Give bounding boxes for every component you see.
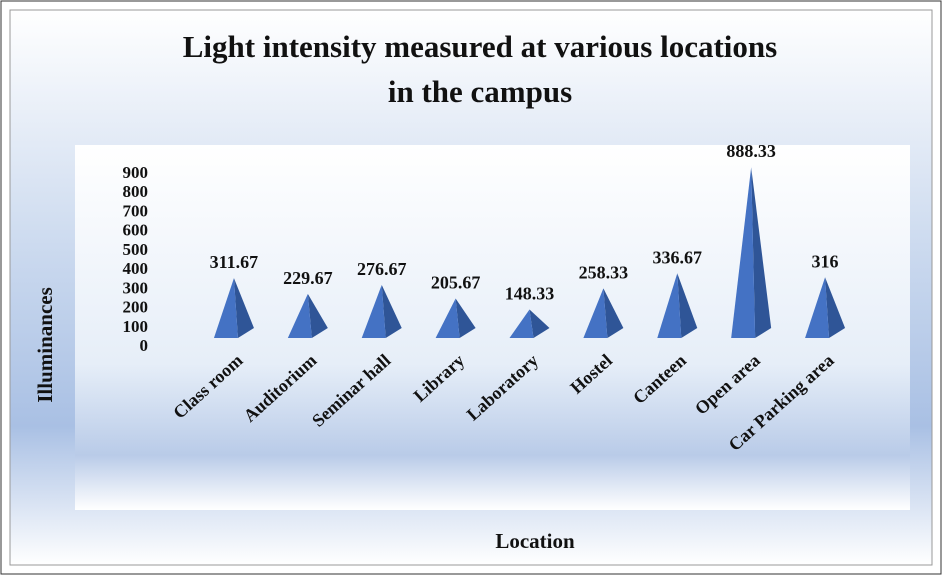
- pyramid-front: [287, 293, 312, 338]
- pyramid: [509, 309, 550, 338]
- y-tick-label: 0: [140, 336, 149, 355]
- chart-title: Light intensity measured at various loca…: [183, 29, 777, 64]
- pyramid: [731, 167, 772, 338]
- value-label: 276.67: [357, 259, 407, 279]
- value-label: 258.33: [579, 262, 629, 282]
- pyramid-front: [509, 309, 534, 338]
- value-label: 148.33: [505, 283, 555, 303]
- pyramid-front: [435, 298, 460, 338]
- pyramid: [657, 273, 698, 338]
- value-label: 888.33: [726, 141, 776, 161]
- y-tick-label: 100: [123, 317, 149, 336]
- pyramid: [213, 278, 254, 338]
- pyramid-side: [455, 298, 476, 338]
- pyramid-side: [751, 167, 772, 338]
- pyramid-side: [381, 284, 402, 338]
- pyramid: [435, 298, 476, 338]
- y-tick-label: 600: [123, 221, 149, 240]
- pyramid: [583, 288, 624, 338]
- y-tick-label: 300: [123, 278, 149, 297]
- pyramid-front: [657, 273, 682, 338]
- y-axis-label: Illuminances: [33, 287, 57, 403]
- y-tick-label: 200: [123, 298, 149, 317]
- pyramid-front: [731, 167, 756, 338]
- pyramid-side: [307, 293, 328, 338]
- value-label: 336.67: [653, 247, 703, 267]
- pyramid-side: [233, 278, 254, 338]
- value-label: 311.67: [210, 252, 259, 272]
- y-tick-label: 400: [123, 259, 149, 278]
- pyramid: [805, 277, 846, 338]
- plot-area: [75, 145, 910, 510]
- value-label: 205.67: [431, 272, 481, 292]
- pyramid: [287, 293, 328, 338]
- pyramid-front: [805, 277, 830, 338]
- pyramid-front: [213, 278, 238, 338]
- pyramid-front: [361, 284, 386, 338]
- y-tick-label: 800: [123, 182, 149, 201]
- pyramid: [361, 284, 402, 338]
- x-axis-label: Location: [495, 529, 575, 553]
- chart-subtitle: in the campus: [388, 74, 572, 109]
- y-tick-label: 700: [123, 201, 149, 220]
- pyramid-side: [825, 277, 846, 338]
- y-tick-label: 500: [123, 240, 149, 259]
- pyramid-side: [603, 288, 624, 338]
- value-label: 229.67: [283, 268, 333, 288]
- pyramid-side: [529, 309, 550, 338]
- pyramid-side: [677, 273, 698, 338]
- value-label: 316: [812, 251, 839, 271]
- y-tick-label: 900: [123, 163, 149, 182]
- pyramid-front: [583, 288, 608, 338]
